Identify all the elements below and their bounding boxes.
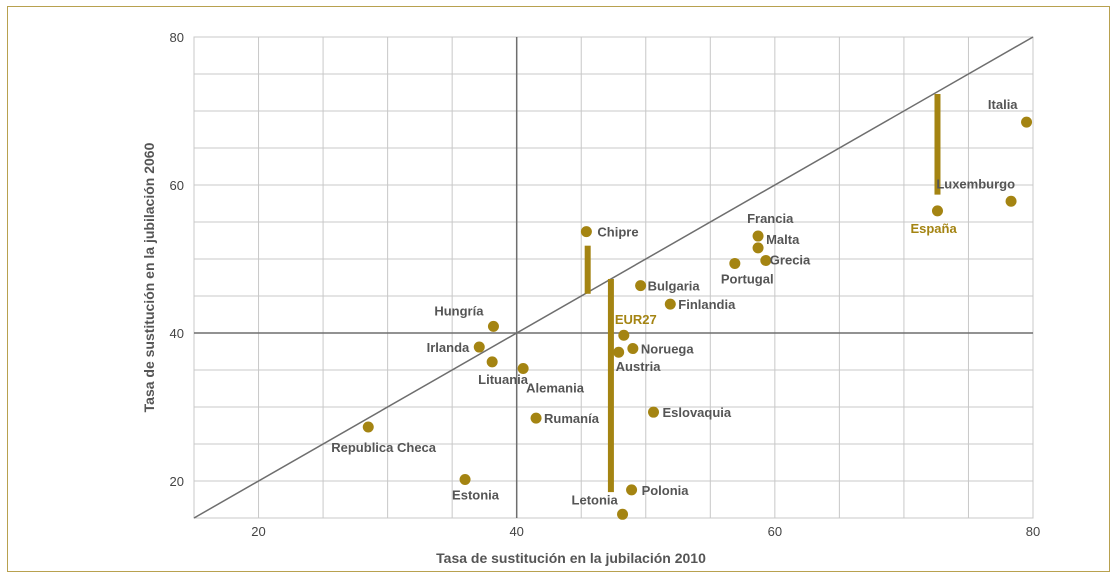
point-republica-checa	[362, 421, 374, 433]
point-label: Lituania	[478, 372, 529, 387]
y-tick-label: 60	[170, 178, 184, 193]
range-bar	[934, 93, 941, 195]
y-axis-title: Tasa de sustitución en la jubilación 206…	[141, 142, 157, 412]
diagonal-line	[193, 36, 1034, 519]
point-label: Eslovaquia	[663, 405, 732, 420]
point-letonia	[617, 508, 629, 520]
point-bulgaria	[635, 280, 647, 292]
point-grecia	[760, 254, 772, 266]
point-label: Luxemburgo	[936, 176, 1015, 191]
x-tick-label: 80	[1026, 524, 1040, 539]
point-label: Portugal	[721, 271, 774, 286]
point-lituania	[486, 356, 498, 368]
x-tick-label: 40	[509, 524, 523, 539]
point-label: EUR27	[615, 312, 657, 327]
point-eur27	[618, 329, 630, 341]
y-tick-label: 80	[170, 30, 184, 45]
point-malta	[752, 242, 764, 254]
point-españa	[931, 205, 943, 217]
x-axis-title: Tasa de sustitución en la jubilación 201…	[436, 550, 706, 566]
point-finlandia	[664, 298, 676, 310]
point-italia	[1021, 116, 1033, 128]
range-bars	[584, 93, 941, 493]
point-label: Francia	[747, 211, 794, 226]
data-points	[362, 116, 1033, 520]
point-label: Irlanda	[427, 340, 470, 355]
point-hungría	[487, 320, 499, 332]
point-label: Malta	[766, 232, 800, 247]
point-irlanda	[473, 341, 485, 353]
plot-border	[193, 36, 1034, 519]
point-chipre	[580, 226, 592, 238]
point-label: Estonia	[452, 488, 500, 503]
point-label: Letonia	[572, 492, 619, 507]
point-label: Republica Checa	[331, 440, 437, 455]
y-tick-label: 20	[170, 474, 184, 489]
x-tick-label: 20	[251, 524, 265, 539]
point-eslovaquia	[648, 406, 660, 418]
grid	[193, 36, 1034, 519]
tick-labels: 20 40 60 80 20 40 60 80	[170, 30, 1041, 539]
point-label: Italia	[988, 97, 1018, 112]
point-rumanía	[530, 412, 542, 424]
point-luxemburgo	[1005, 195, 1017, 207]
point-labels: Italia Luxemburgo España Francia Malta Grecia…	[331, 97, 1018, 507]
point-portugal	[729, 257, 741, 269]
point-alemania	[517, 363, 529, 375]
point-label: Grecia	[770, 252, 811, 267]
point-label: Polonia	[642, 483, 690, 498]
point-polonia	[626, 484, 638, 496]
point-label: Chipre	[597, 225, 638, 240]
point-label: Finlandia	[678, 297, 736, 312]
point-austria	[613, 346, 625, 358]
x-tick-label: 60	[768, 524, 782, 539]
range-bar	[584, 245, 591, 294]
y-tick-label: 40	[170, 326, 184, 341]
point-label: Rumanía	[544, 411, 600, 426]
point-francia	[752, 230, 764, 242]
point-estonia	[459, 474, 471, 486]
point-label: Alemania	[526, 381, 585, 396]
point-noruega	[627, 343, 639, 355]
point-label: Hungría	[434, 303, 484, 318]
chart-frame	[7, 6, 1110, 572]
point-label: España	[910, 221, 957, 236]
range-bar	[607, 278, 614, 493]
point-label: Austria	[616, 359, 662, 374]
point-label: Noruega	[641, 342, 695, 357]
point-label: Bulgaria	[648, 279, 701, 294]
